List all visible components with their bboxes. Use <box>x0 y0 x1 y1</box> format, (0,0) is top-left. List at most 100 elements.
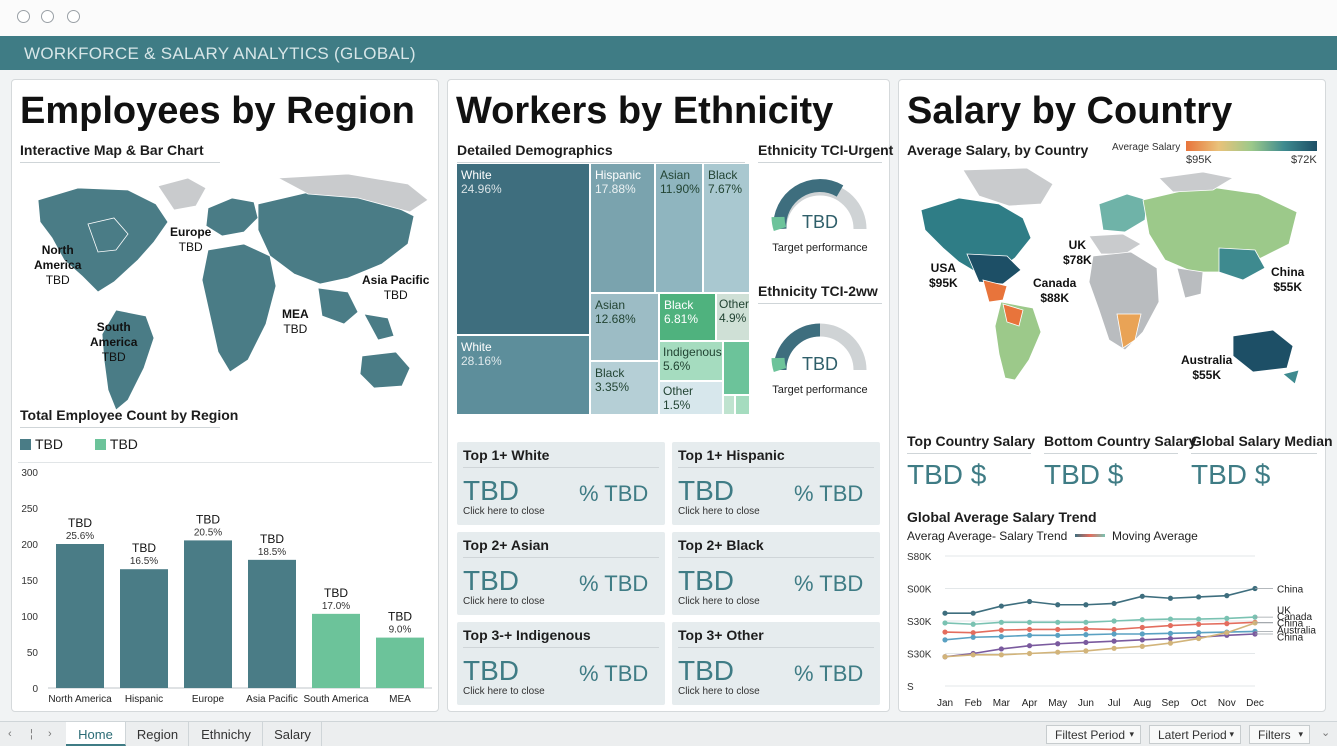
treemap-cell[interactable]: White 28.16% <box>457 336 589 414</box>
series-point[interactable] <box>1139 631 1145 637</box>
latest-period-dropdown[interactable]: Latert Period ▾ <box>1149 725 1241 744</box>
series-point[interactable] <box>1196 616 1202 622</box>
card-top3-indigenous[interactable]: Top 3-+ Indigenous TBD % TBD Click here … <box>457 622 665 705</box>
filters-dropdown[interactable]: Filters ▾ <box>1249 725 1310 744</box>
scroll-arrow-icon[interactable]: ⌄ <box>1321 727 1331 739</box>
series-point[interactable] <box>1026 643 1033 649</box>
series-point[interactable] <box>1167 640 1174 646</box>
card-close-link[interactable]: Click here to close <box>678 506 760 517</box>
series-point[interactable] <box>1055 632 1061 638</box>
treemap-cell[interactable]: Other 4.9% <box>717 294 749 340</box>
series-point[interactable] <box>1167 635 1174 642</box>
series-point[interactable] <box>1224 621 1230 627</box>
tab-ethnicity[interactable]: Ethnichy <box>190 722 263 746</box>
treemap-cell[interactable]: Black 3.35% <box>591 362 658 414</box>
series-point[interactable] <box>998 652 1004 658</box>
window-minimize-icon[interactable] <box>41 10 54 23</box>
bar[interactable] <box>184 540 232 688</box>
series-point[interactable] <box>998 627 1004 633</box>
series-point[interactable] <box>1026 650 1033 657</box>
series-point[interactable] <box>1055 649 1061 655</box>
nav-first-icon[interactable]: ‹ <box>8 728 12 740</box>
nav-next-icon[interactable]: › <box>48 728 52 740</box>
series-point[interactable] <box>1026 598 1033 605</box>
treemap-cell[interactable]: Hispanic 17.88% <box>591 164 654 292</box>
treemap-cell[interactable]: Black 6.81% <box>660 294 715 340</box>
series-point[interactable] <box>1083 639 1089 646</box>
card-top1-hispanic[interactable]: Top 1+ Hispanic TBD % TBD Click here to … <box>672 442 880 525</box>
series-point[interactable] <box>942 610 948 616</box>
series-point[interactable] <box>998 619 1004 625</box>
card-close-link[interactable]: Click here to close <box>463 686 545 697</box>
series-point[interactable] <box>1139 617 1145 623</box>
treemap-cell[interactable] <box>736 396 749 414</box>
series-point[interactable] <box>942 620 948 626</box>
series-point[interactable] <box>1196 630 1202 636</box>
tab-region[interactable]: Region <box>127 722 189 746</box>
region-world-map[interactable] <box>18 164 434 464</box>
series-point[interactable] <box>1224 615 1230 621</box>
bar[interactable] <box>248 559 296 688</box>
series-point[interactable] <box>1083 626 1089 632</box>
treemap-cell[interactable]: Asian 11.90% <box>656 164 702 292</box>
series-point[interactable] <box>1055 641 1061 647</box>
card-close-link[interactable]: Click here to close <box>678 686 760 697</box>
series-point[interactable] <box>998 603 1004 609</box>
series-point[interactable] <box>1167 595 1174 601</box>
treemap-cell[interactable] <box>724 396 734 414</box>
series-point[interactable] <box>1083 648 1089 654</box>
bar[interactable] <box>120 569 168 688</box>
series-point[interactable] <box>998 646 1004 652</box>
bar[interactable] <box>56 544 104 688</box>
treemap-cell[interactable]: White 24.96% <box>457 164 589 334</box>
treemap-cell[interactable]: Black 7.67% <box>704 164 749 292</box>
series-point[interactable] <box>1167 630 1174 636</box>
series-point[interactable] <box>1111 600 1117 607</box>
card-close-link[interactable]: Click here to close <box>463 506 545 517</box>
treemap-cell[interactable]: Indigenous 5.6% <box>660 342 722 380</box>
series-point[interactable] <box>970 610 976 616</box>
gauge-2-chart[interactable] <box>770 316 870 388</box>
series-line[interactable] <box>944 621 1256 634</box>
series-point[interactable] <box>942 637 948 643</box>
series-point[interactable] <box>1083 619 1089 625</box>
series-point[interactable] <box>1139 637 1145 643</box>
card-close-link[interactable]: Click here to close <box>463 596 545 607</box>
series-point[interactable] <box>1196 621 1202 627</box>
series-line[interactable] <box>945 587 1256 614</box>
series-point[interactable] <box>970 634 976 640</box>
series-point[interactable] <box>1083 632 1089 638</box>
card-close-link[interactable]: Click here to close <box>678 596 760 607</box>
series-line[interactable] <box>944 630 1256 641</box>
tab-home[interactable]: Home <box>66 722 126 746</box>
card-top2-black[interactable]: Top 2+ Black TBD % TBD Click here to clo… <box>672 532 880 615</box>
series-point[interactable] <box>1111 645 1117 651</box>
series-point[interactable] <box>970 652 976 658</box>
series-line[interactable] <box>944 622 1256 658</box>
bar[interactable] <box>376 637 424 688</box>
series-point[interactable] <box>1224 630 1230 636</box>
treemap-cell[interactable] <box>724 342 749 394</box>
series-point[interactable] <box>1139 593 1145 599</box>
first-period-dropdown[interactable]: Filtest Period ▾ <box>1046 725 1141 744</box>
series-point[interactable] <box>1055 626 1061 633</box>
series-point[interactable] <box>1083 602 1089 608</box>
series-point[interactable] <box>1055 602 1061 608</box>
series-point[interactable] <box>1026 619 1033 625</box>
series-point[interactable] <box>1167 616 1174 622</box>
series-point[interactable] <box>1111 618 1117 624</box>
series-point[interactable] <box>1167 622 1174 629</box>
tab-salary[interactable]: Salary <box>264 722 322 746</box>
series-point[interactable] <box>1026 632 1033 638</box>
window-close-icon[interactable] <box>17 10 30 23</box>
series-point[interactable] <box>1026 626 1033 633</box>
series-point[interactable] <box>1111 626 1117 633</box>
series-point[interactable] <box>942 654 948 660</box>
series-point[interactable] <box>970 621 976 627</box>
window-maximize-icon[interactable] <box>67 10 80 23</box>
series-point[interactable] <box>1224 593 1230 599</box>
series-point[interactable] <box>998 634 1004 640</box>
series-point[interactable] <box>1111 631 1117 637</box>
series-point[interactable] <box>1196 635 1202 642</box>
salary-world-map[interactable] <box>903 164 1323 404</box>
